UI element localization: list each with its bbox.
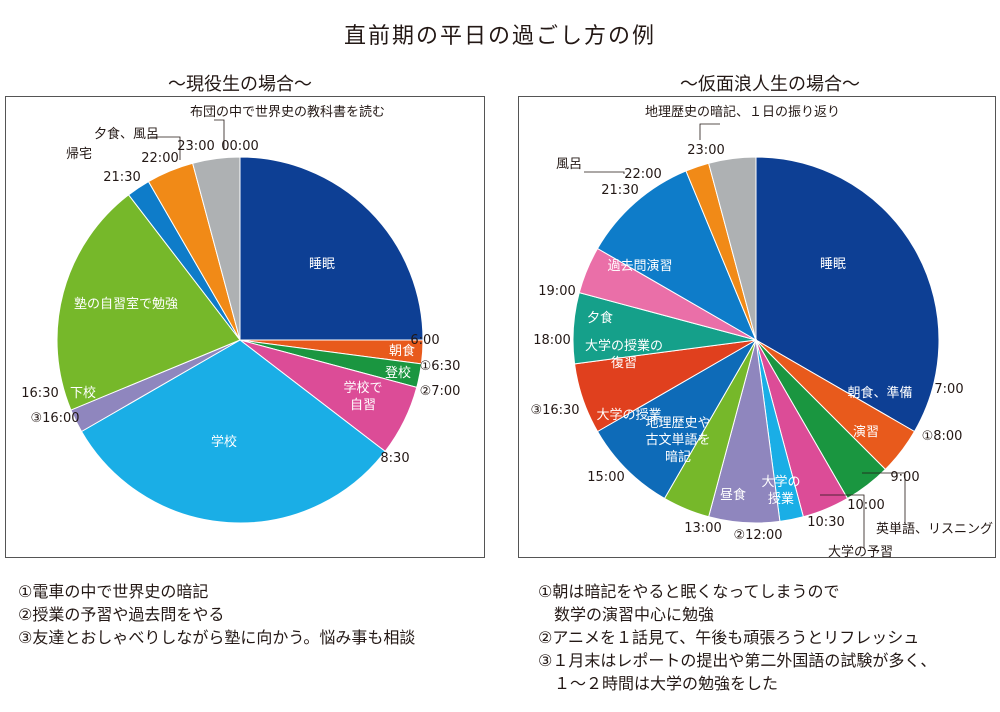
note-item: ②授業の予習や過去問をやる [18,605,225,624]
pie-slice-1-0 [755,156,940,433]
chart-subtitle-kamen-ronin: 〜仮面浪人生の場合〜 [680,74,860,95]
time-label: 18:00 [533,333,570,348]
leader-line [584,171,625,174]
pie-slice-1-13 [708,156,757,341]
slice-label: 登校 [385,365,411,381]
note-item: 数学の演習中心に勉強 [538,605,715,624]
leader-line [214,119,225,150]
slice-label: 演習 [853,424,879,440]
page-title: 直前期の平日の過ごし方の例 [343,24,656,49]
slice-label-outside: 英単語、リスニング [876,521,993,537]
pie-slice-0-4 [80,339,386,524]
slice-label-outside: 帰宅 [66,146,92,162]
time-label: 22:00 [141,151,178,166]
note-item: ①朝は暗記をやると眠くなってしまうので [538,582,840,601]
slice-label: 睡眠 [820,257,846,272]
note-item: ①電車の中で世界史の暗記 [18,582,209,601]
leader-line [820,494,865,548]
time-label: 15:00 [587,470,624,485]
slice-label: 自習 [350,398,376,413]
slice-label: 大学の授業 [596,407,661,423]
time-label: ①6:30 [420,359,461,374]
slice-label: 大学の授業の [585,338,663,354]
slice-label-outside: 大学の予習 [828,544,893,560]
pie-slice-0-6 [56,194,241,411]
chart-subtitle-current-student: 〜現役生の場合〜 [168,74,312,95]
note-item: １〜２時間は大学の勉強をした [538,674,779,693]
time-label: ②12:00 [733,528,782,543]
time-label: 8:30 [380,451,409,466]
time-label: 10:30 [807,515,844,530]
pie-slice-1-7 [596,338,758,500]
slice-label: 学校 [211,434,237,450]
slice-label: 学校で [343,380,382,396]
slice-label: 大学の [761,474,800,490]
slice-label-outside: 夕食、風呂 [94,126,159,142]
slice-label: 朝食 [389,343,415,359]
slice-label: 夕食 [587,310,613,326]
slice-label: 過去問演習 [607,258,672,274]
slice-label: 塾の自習室で勉強 [74,296,178,312]
notes-current-student: ①電車の中で世界史の暗記 ②授業の予習や過去問をやる ③友達とおしゃべりしながら… [18,580,415,649]
slice-label: 下校 [70,385,96,401]
time-label: 9:00 [890,470,919,485]
time-label: ③16:30 [530,403,579,418]
slice-label: 朝食、準備 [847,385,912,401]
time-label: 23:00 [177,139,214,154]
slice-label: 睡眠 [309,257,335,272]
time-label: 10:00 [847,498,884,513]
note-item: ②アニメを１話見て、午後も頑張ろうとリフレッシュ [538,628,920,647]
leader-line [699,123,720,140]
time-label: ②7:00 [420,384,461,399]
slice-label: 古文単語を [645,432,710,448]
slice-label: 授業 [768,491,794,507]
time-label: 19:00 [538,284,575,299]
slice-label-outside: 布団の中で世界史の教科書を読む [190,104,385,120]
time-label: 7:00 [934,382,963,397]
leader-line [862,472,906,525]
time-label: 22:00 [624,167,661,182]
slice-label-outside: 地理歴史の暗記、１日の振り返り [645,104,840,120]
time-label: 00:00 [221,139,258,154]
time-label: 6:00 [410,333,439,348]
time-label: 21:30 [103,170,140,185]
notes-kamen-ronin: ①朝は暗記をやると眠くなってしまうので 数学の演習中心に勉強 ②アニメを１話見て… [538,580,936,695]
slice-label-outside: 風呂 [556,157,582,172]
time-label: 13:00 [684,521,721,536]
slice-label: 復習 [611,355,637,371]
time-label: 23:00 [687,143,724,158]
time-label: ③16:00 [30,411,79,426]
pie-slice-1-11 [596,170,758,342]
note-item: ③友達とおしゃべりしながら塾に向かう。悩み事も相談 [18,628,416,647]
note-item: ③１月末はレポートの提出や第二外国語の試験が多く、 [538,651,937,670]
slice-label: 暗記 [665,449,691,465]
time-label: 16:30 [21,386,58,401]
pie-slice-0-0 [239,156,424,341]
time-label: 21:30 [601,183,638,198]
time-label: ①8:00 [922,429,963,444]
slice-label: 地理歴史や [645,416,710,431]
leader-line [150,136,181,160]
pie-slice-0-9 [192,156,241,341]
slice-label: 昼食 [720,487,746,503]
